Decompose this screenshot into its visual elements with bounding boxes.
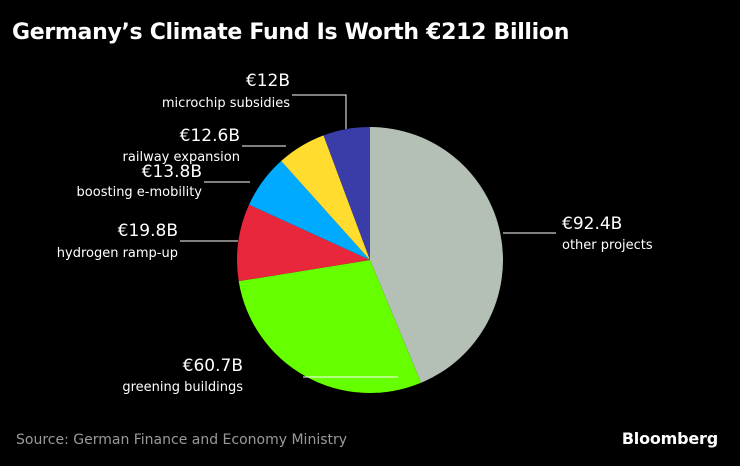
pie-slice-microchip-subsidies	[323, 127, 370, 260]
category-label-boosting-e-mobility: boosting e-mobility	[77, 185, 203, 200]
pie-slice-hydrogen-ramp-up	[237, 204, 370, 282]
source-note: Source: German Finance and Economy Minis…	[16, 432, 348, 448]
category-label-microchip-subsidies: microchip subsidies	[162, 96, 290, 111]
pie-slice-greening-buildings	[238, 260, 422, 393]
pie-slice-boosting-e-mobility	[249, 161, 370, 260]
pie-slice-railway-expansion	[281, 135, 370, 260]
value-label-other-projects: €92.4B	[562, 214, 622, 234]
category-label-other-projects: other projects	[562, 238, 653, 253]
bloomberg-logo: Bloomberg	[621, 429, 718, 448]
value-label-railway-expansion: €12.6B	[180, 126, 240, 146]
category-label-hydrogen-ramp-up: hydrogen ramp-up	[57, 246, 178, 261]
category-label-greening-buildings: greening buildings	[122, 380, 243, 395]
leader-line-microchip-subsidies	[292, 94, 347, 129]
chart-title: Germany’s Climate Fund Is Worth €212 Bil…	[12, 20, 570, 45]
category-label-railway-expansion: railway expansion	[123, 150, 240, 165]
pie-slice-other-projects	[370, 127, 504, 383]
value-label-boosting-e-mobility: €13.8B	[142, 162, 202, 182]
value-label-microchip-subsidies: €12B	[246, 71, 290, 91]
value-label-greening-buildings: €60.7B	[183, 356, 243, 376]
value-label-hydrogen-ramp-up: €19.8B	[118, 221, 178, 241]
